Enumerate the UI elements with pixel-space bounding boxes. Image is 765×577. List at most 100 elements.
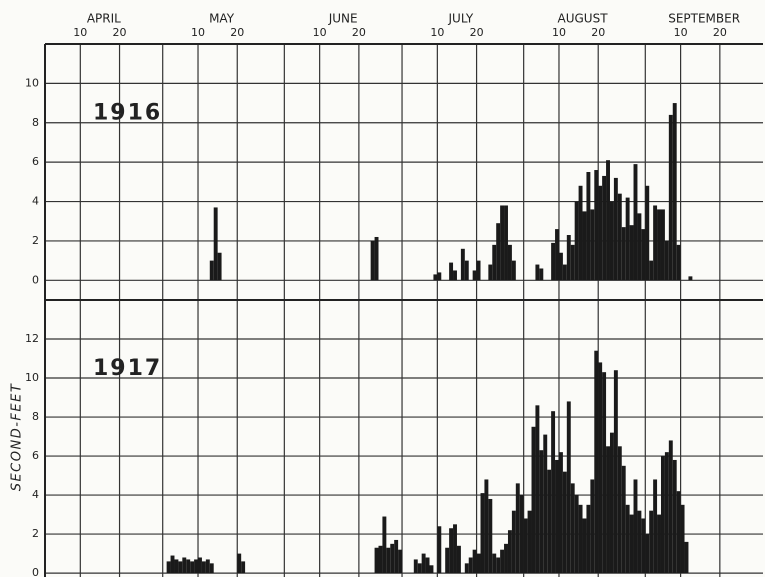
bar <box>555 459 559 574</box>
bar <box>209 563 214 574</box>
bar <box>468 557 473 574</box>
y-tick-label: 12 <box>25 332 39 345</box>
bar <box>613 370 618 574</box>
bar <box>445 547 450 574</box>
day-tick-label: 20 <box>352 26 366 39</box>
bar <box>535 264 540 281</box>
bar <box>582 211 587 281</box>
bar <box>641 229 646 281</box>
bar <box>535 405 540 574</box>
bar <box>594 170 599 281</box>
bar <box>476 260 481 281</box>
bar <box>609 432 614 574</box>
bar <box>519 495 524 574</box>
bar <box>194 559 199 574</box>
bar <box>413 559 418 574</box>
bar <box>190 561 195 574</box>
bar <box>570 244 575 281</box>
bar <box>460 248 465 281</box>
bar <box>629 514 634 574</box>
bar <box>429 565 434 574</box>
bar <box>566 235 571 281</box>
day-tick-label: 20 <box>713 26 727 39</box>
y-tick-label: 4 <box>32 195 39 208</box>
bar <box>523 518 528 574</box>
bar <box>637 213 642 281</box>
bar <box>562 471 567 574</box>
bar <box>688 276 693 281</box>
bar <box>504 205 508 281</box>
bar <box>500 549 505 574</box>
bar <box>633 479 638 574</box>
day-tick-label: 10 <box>674 26 688 39</box>
day-tick-label: 10 <box>552 26 566 39</box>
bar <box>484 479 489 574</box>
bar <box>386 547 391 574</box>
bar <box>488 264 493 281</box>
bar <box>504 543 508 574</box>
y-tick-label: 10 <box>25 371 39 384</box>
bar <box>543 434 548 574</box>
bar <box>672 103 677 281</box>
day-tick-label: 10 <box>313 26 327 39</box>
bar <box>511 510 516 574</box>
bar <box>437 272 442 281</box>
bar <box>617 193 622 281</box>
bar <box>551 242 556 281</box>
bar <box>205 559 210 574</box>
bar <box>649 260 654 281</box>
bar <box>449 262 454 281</box>
bar <box>213 207 218 281</box>
bar <box>586 504 591 574</box>
bar <box>425 557 430 574</box>
bar <box>676 491 681 574</box>
bar <box>492 553 497 574</box>
y-tick-label: 6 <box>32 449 39 462</box>
month-label: APRIL <box>87 12 121 26</box>
bar <box>539 268 544 281</box>
bar <box>201 561 206 574</box>
bar <box>398 549 403 574</box>
bar <box>170 555 175 574</box>
bar <box>547 469 552 574</box>
bar <box>653 205 658 281</box>
bar <box>456 545 461 574</box>
bar <box>672 459 677 574</box>
bar <box>382 516 387 574</box>
bar <box>417 563 422 574</box>
bar <box>657 209 661 281</box>
bar <box>664 452 669 574</box>
bar <box>453 524 457 574</box>
day-tick-label: 20 <box>591 26 605 39</box>
bar <box>421 553 426 574</box>
bar <box>594 350 599 574</box>
day-tick-label: 10 <box>191 26 205 39</box>
bar <box>433 274 438 281</box>
month-label: AUGUST <box>558 12 609 26</box>
day-tick-label: 20 <box>113 26 127 39</box>
bar <box>625 197 630 281</box>
bar <box>625 504 630 574</box>
bar <box>649 510 654 574</box>
bar <box>574 495 579 574</box>
bar <box>621 227 626 281</box>
day-tick-label: 20 <box>470 26 484 39</box>
bar <box>527 510 532 574</box>
bar <box>645 185 650 281</box>
bar <box>664 240 669 281</box>
day-tick-label: 10 <box>430 26 444 39</box>
bar <box>641 518 646 574</box>
bar <box>582 518 587 574</box>
bar <box>668 114 673 281</box>
y-axis-label: SECOND-FEET <box>10 383 25 492</box>
bar <box>653 479 658 574</box>
bar <box>590 479 595 574</box>
bar <box>680 504 685 574</box>
bar <box>633 164 638 281</box>
bar <box>178 561 183 574</box>
bar <box>558 252 563 281</box>
bar <box>637 510 642 574</box>
bar <box>598 185 603 281</box>
bar <box>606 160 610 281</box>
